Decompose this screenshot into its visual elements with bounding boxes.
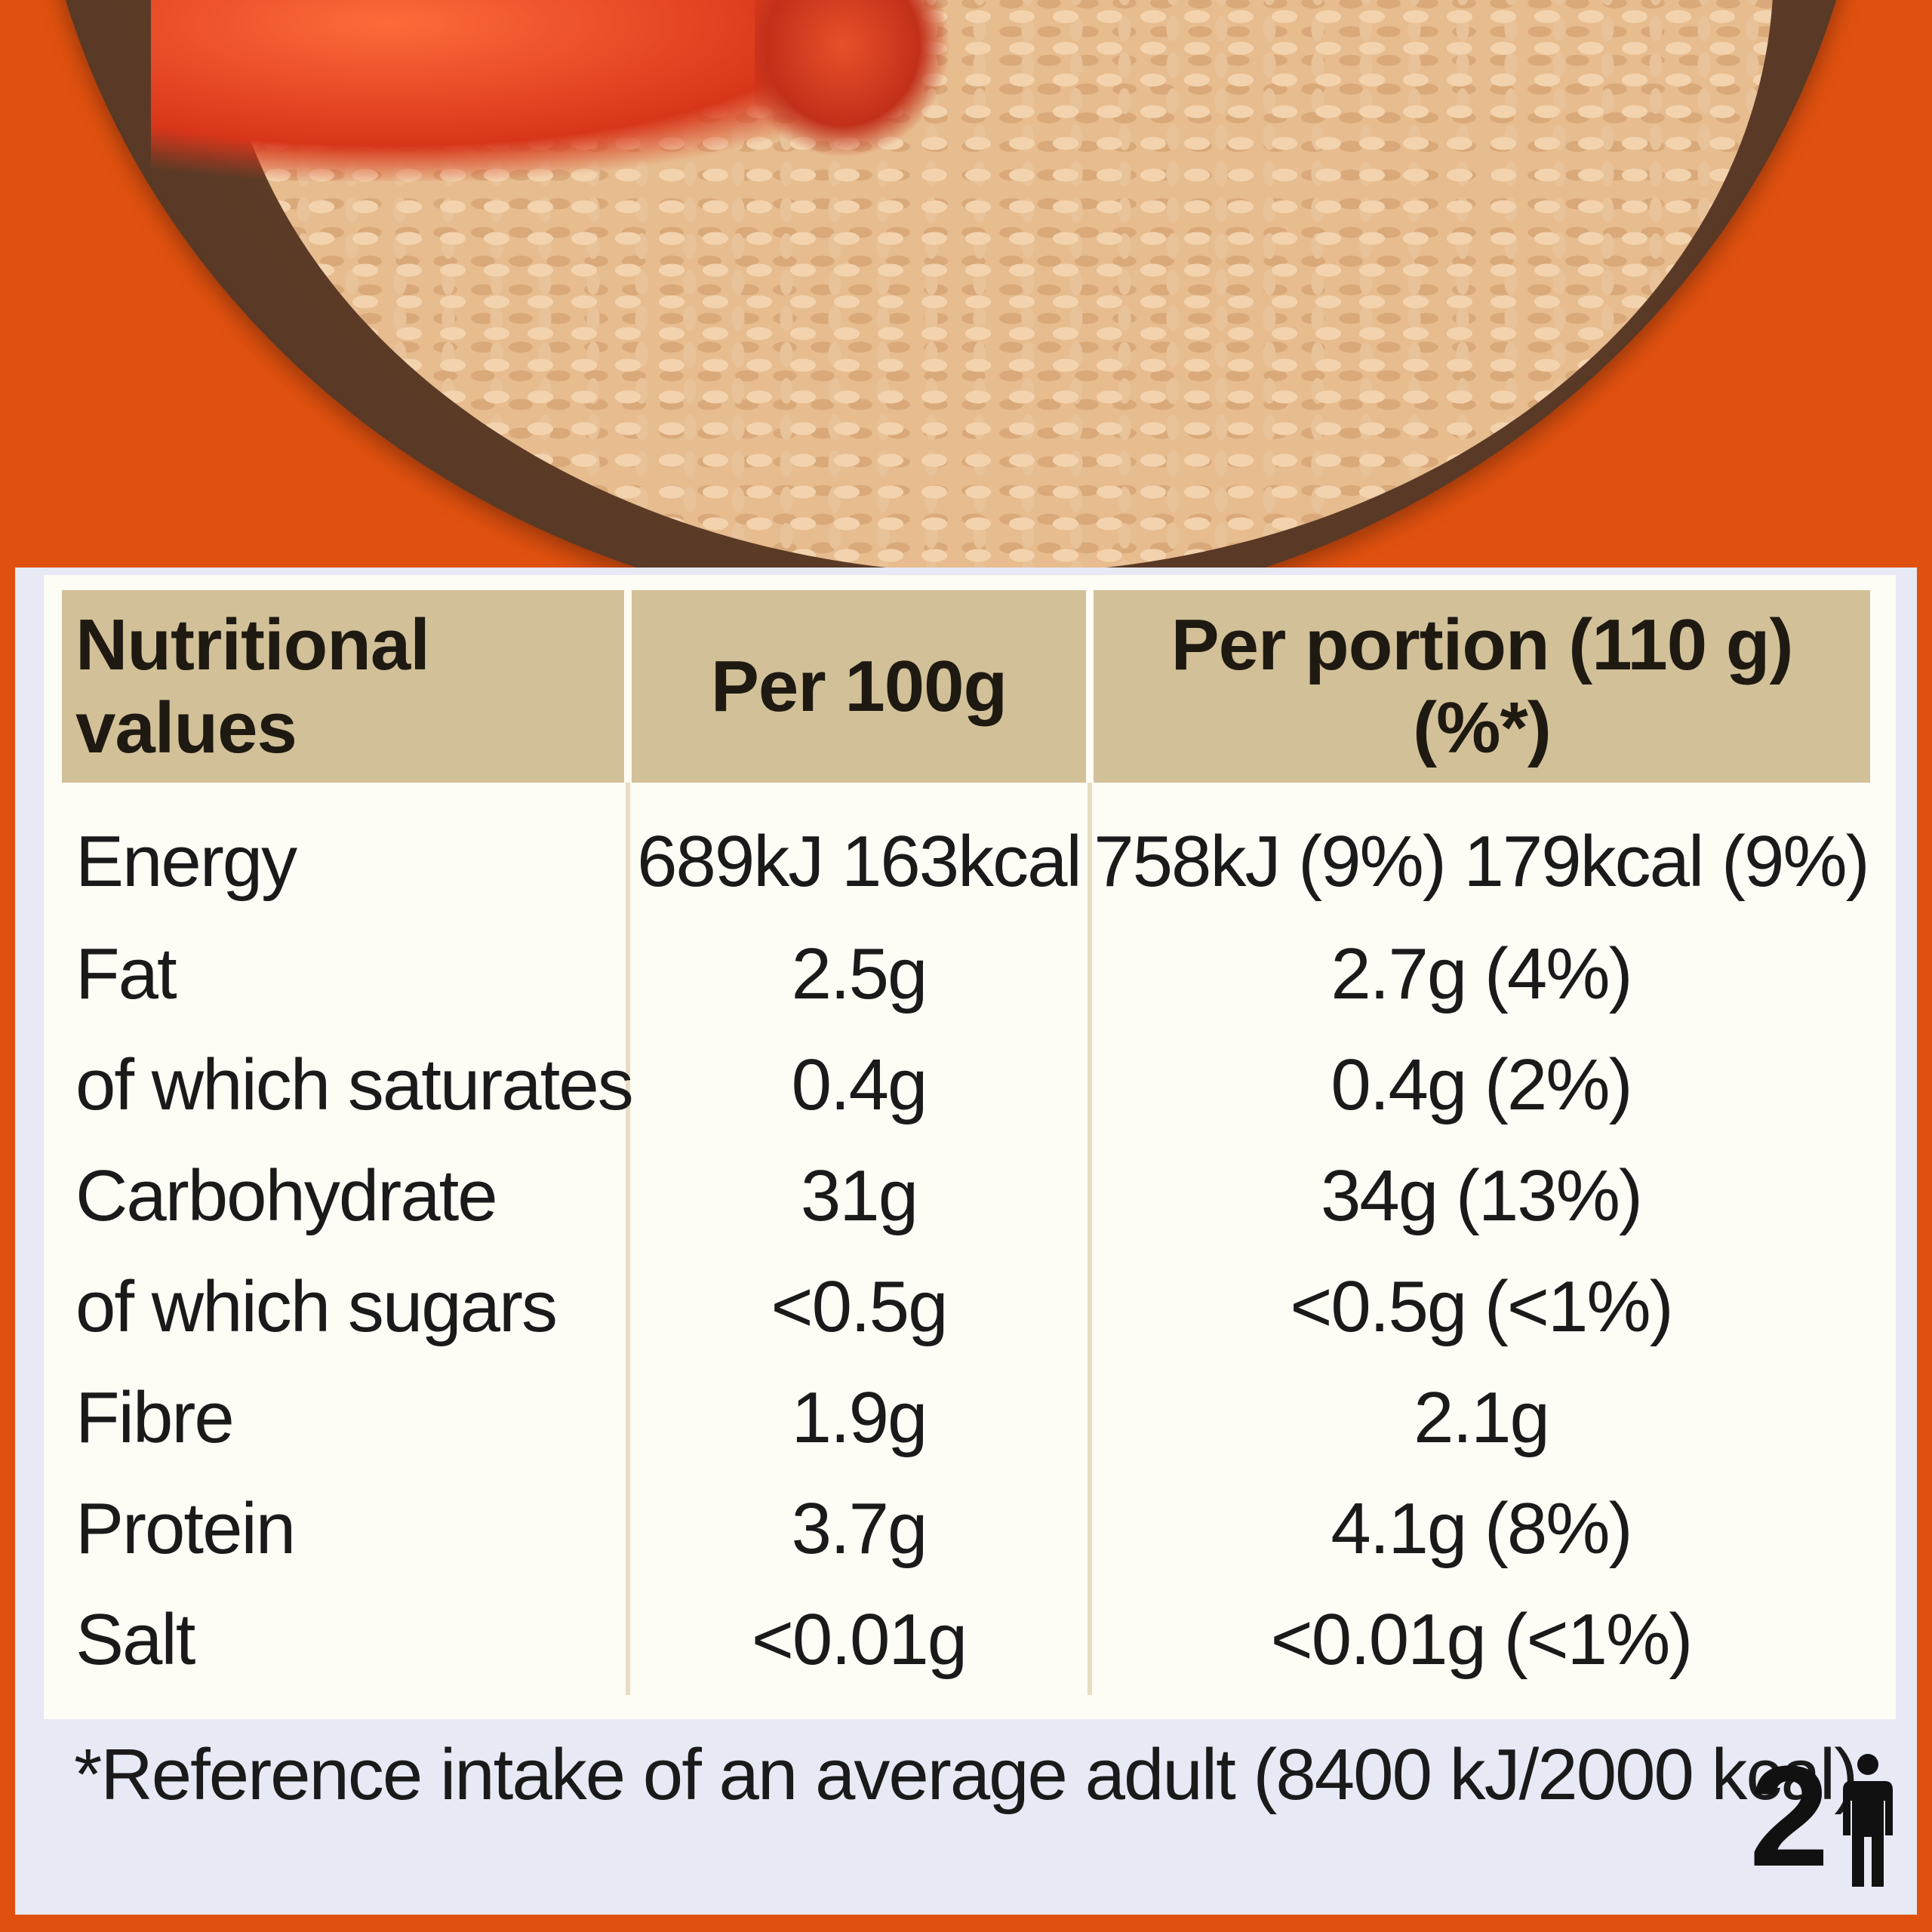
row-name: of which saturates bbox=[75, 1044, 634, 1125]
row-portion: 0.4g (2%) bbox=[1088, 1029, 1870, 1140]
row-per100: 31g bbox=[626, 1140, 1090, 1251]
row-name: Energy bbox=[75, 821, 297, 902]
header-per-portion: Per portion (110 g) (%*) bbox=[1086, 590, 1870, 783]
row-name: Fibre bbox=[75, 1377, 235, 1458]
header-nutritional-values: Nutritional values bbox=[62, 590, 628, 783]
sauce-image-2 bbox=[755, 0, 951, 158]
row-portion: 2.7g (4%) bbox=[1088, 918, 1870, 1029]
row-portion: 758kJ (9%) 179kcal (9%) bbox=[1088, 783, 1870, 918]
food-photo bbox=[0, 0, 1932, 574]
nutrition-panel: Nutritional values Per 100g Per portion … bbox=[15, 568, 1917, 1915]
row-name: Fat bbox=[75, 933, 177, 1014]
row-portion: 4.1g (8%) bbox=[1088, 1473, 1870, 1584]
bottom-border bbox=[0, 1915, 1932, 1932]
row-per100: <0.01g bbox=[626, 1584, 1090, 1695]
person-icon bbox=[1842, 1754, 1893, 1887]
table-row: Fibre 1.9g 2.1g bbox=[62, 1362, 1870, 1473]
servings-count: 2 bbox=[1749, 1737, 1829, 1897]
row-per100: 0.4g bbox=[626, 1029, 1090, 1140]
servings-indicator: 2 bbox=[1749, 1745, 1902, 1888]
row-portion: 34g (13%) bbox=[1088, 1140, 1870, 1251]
row-portion: <0.01g (<1%) bbox=[1088, 1584, 1870, 1695]
table-row: of which saturates 0.4g 0.4g (2%) bbox=[62, 1029, 1870, 1140]
row-portion: <0.5g (<1%) bbox=[1088, 1251, 1870, 1362]
row-name: Protein bbox=[75, 1487, 296, 1569]
table-row: Fat 2.5g 2.7g (4%) bbox=[62, 918, 1870, 1029]
row-per100: 689kJ 163kcal bbox=[626, 783, 1090, 918]
row-per100: 2.5g bbox=[626, 918, 1090, 1029]
row-name: Carbohydrate bbox=[75, 1155, 498, 1236]
table-row: Salt <0.01g <0.01g (<1%) bbox=[62, 1584, 1870, 1695]
table-row: Carbohydrate 31g 34g (13%) bbox=[62, 1140, 1870, 1251]
row-per100: 1.9g bbox=[626, 1362, 1090, 1473]
row-name: Salt bbox=[75, 1598, 195, 1680]
header-per-100g: Per 100g bbox=[624, 590, 1090, 783]
table-row: of which sugars <0.5g <0.5g (<1%) bbox=[62, 1251, 1870, 1362]
nutrition-table: Nutritional values Per 100g Per portion … bbox=[62, 590, 1870, 1695]
table-row: Protein 3.7g 4.1g (8%) bbox=[62, 1473, 1870, 1584]
reference-intake-footnote: *Reference intake of an average adult (8… bbox=[74, 1734, 1858, 1815]
row-name: of which sugars bbox=[75, 1266, 558, 1347]
row-portion: 2.1g bbox=[1088, 1362, 1870, 1473]
header-row: Nutritional values Per 100g Per portion … bbox=[62, 590, 1870, 783]
table-row: Energy 689kJ 163kcal 758kJ (9%) 179kcal … bbox=[62, 783, 1870, 918]
row-per100: <0.5g bbox=[626, 1251, 1090, 1362]
row-per100: 3.7g bbox=[626, 1473, 1090, 1584]
